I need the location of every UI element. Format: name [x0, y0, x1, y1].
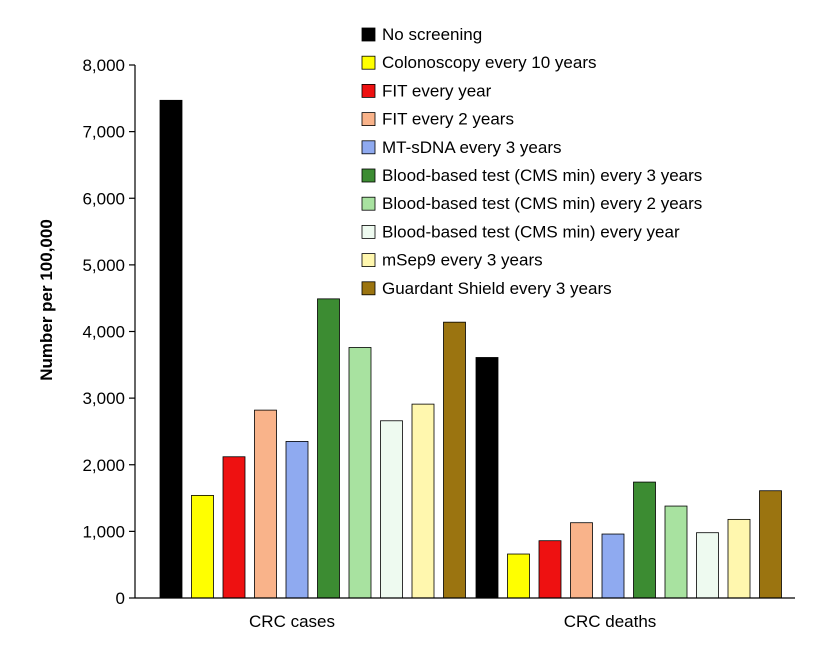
- bar-cases-series-4: [285, 441, 309, 599]
- bar-deaths-series-9: [759, 490, 782, 599]
- legend-swatch: [361, 112, 376, 126]
- legend: No screening Colonoscopy every 10 years FI…: [361, 25, 702, 298]
- bar-deaths-series-8: [727, 518, 751, 599]
- legend-swatch: [361, 27, 376, 42]
- bar-cases-series-5: [317, 298, 340, 599]
- legend-label: Colonoscopy every 10 years: [382, 53, 597, 72]
- y-axis-ticks: 0 1,000 2,000 3,000 4,000 5,000 6,000 7,000 8,00…: [82, 56, 135, 608]
- y-axis-label: Number per 100,000: [37, 219, 56, 381]
- y-tick-label: 6,000: [82, 189, 125, 208]
- bar-deaths-series-4: [601, 533, 625, 599]
- bars: [159, 99, 782, 599]
- category-label: CRC deaths: [564, 612, 657, 631]
- y-tick-label: 5,000: [82, 256, 125, 275]
- y-tick-label: 8,000: [82, 56, 125, 75]
- category-labels: CRC cases CRC deaths: [249, 612, 656, 631]
- legend-label: Blood-based test (CMS min) every 3 years: [382, 166, 702, 185]
- legend-swatch: [361, 55, 376, 70]
- legend-swatch: [361, 224, 376, 239]
- bar-deaths-series-2: [538, 540, 562, 599]
- legend-swatch: [361, 84, 376, 98]
- legend-label: Guardant Shield every 3 years: [382, 279, 612, 298]
- bar-cases-series-7: [380, 420, 403, 599]
- bar-cases-series-1: [191, 494, 214, 599]
- legend-label: MT-sDNA every 3 years: [382, 138, 562, 157]
- y-tick-label: 2,000: [82, 456, 125, 475]
- bar-cases-series-3: [254, 409, 277, 599]
- legend-label: mSep9 every 3 years: [382, 251, 543, 270]
- bar-cases-series-9: [443, 321, 466, 599]
- legend-label: FIT every year: [382, 81, 492, 100]
- legend-label: Blood-based test (CMS min) every year: [382, 222, 680, 241]
- legend-swatch: [361, 168, 376, 183]
- bar-deaths-series-7: [696, 532, 719, 599]
- legend-swatch: [361, 196, 376, 211]
- category-label: CRC cases: [249, 612, 335, 631]
- bar-deaths-series-1: [507, 553, 530, 599]
- y-tick-label: 4,000: [82, 323, 125, 342]
- bar-deaths-series-6: [664, 505, 688, 599]
- bar-cases-series-8: [411, 403, 435, 599]
- bar-cases-series-0: [159, 99, 183, 599]
- axes: [134, 65, 795, 599]
- legend-label: No screening: [382, 25, 482, 44]
- legend-swatch: [361, 140, 376, 155]
- bar-deaths-series-3: [570, 522, 593, 599]
- bar-cases-series-6: [348, 347, 372, 599]
- bar-deaths-series-0: [475, 357, 499, 599]
- legend-swatch: [361, 253, 376, 268]
- bar-deaths-series-5: [633, 481, 656, 599]
- bar-cases-series-2: [222, 456, 246, 599]
- y-tick-label: 3,000: [82, 389, 125, 408]
- y-tick-label: 0: [116, 589, 125, 608]
- y-tick-label: 1,000: [82, 522, 125, 541]
- legend-swatch: [361, 281, 376, 296]
- legend-label: FIT every 2 years: [382, 110, 514, 129]
- y-tick-label: 7,000: [82, 123, 125, 142]
- legend-label: Blood-based test (CMS min) every 2 years: [382, 194, 702, 213]
